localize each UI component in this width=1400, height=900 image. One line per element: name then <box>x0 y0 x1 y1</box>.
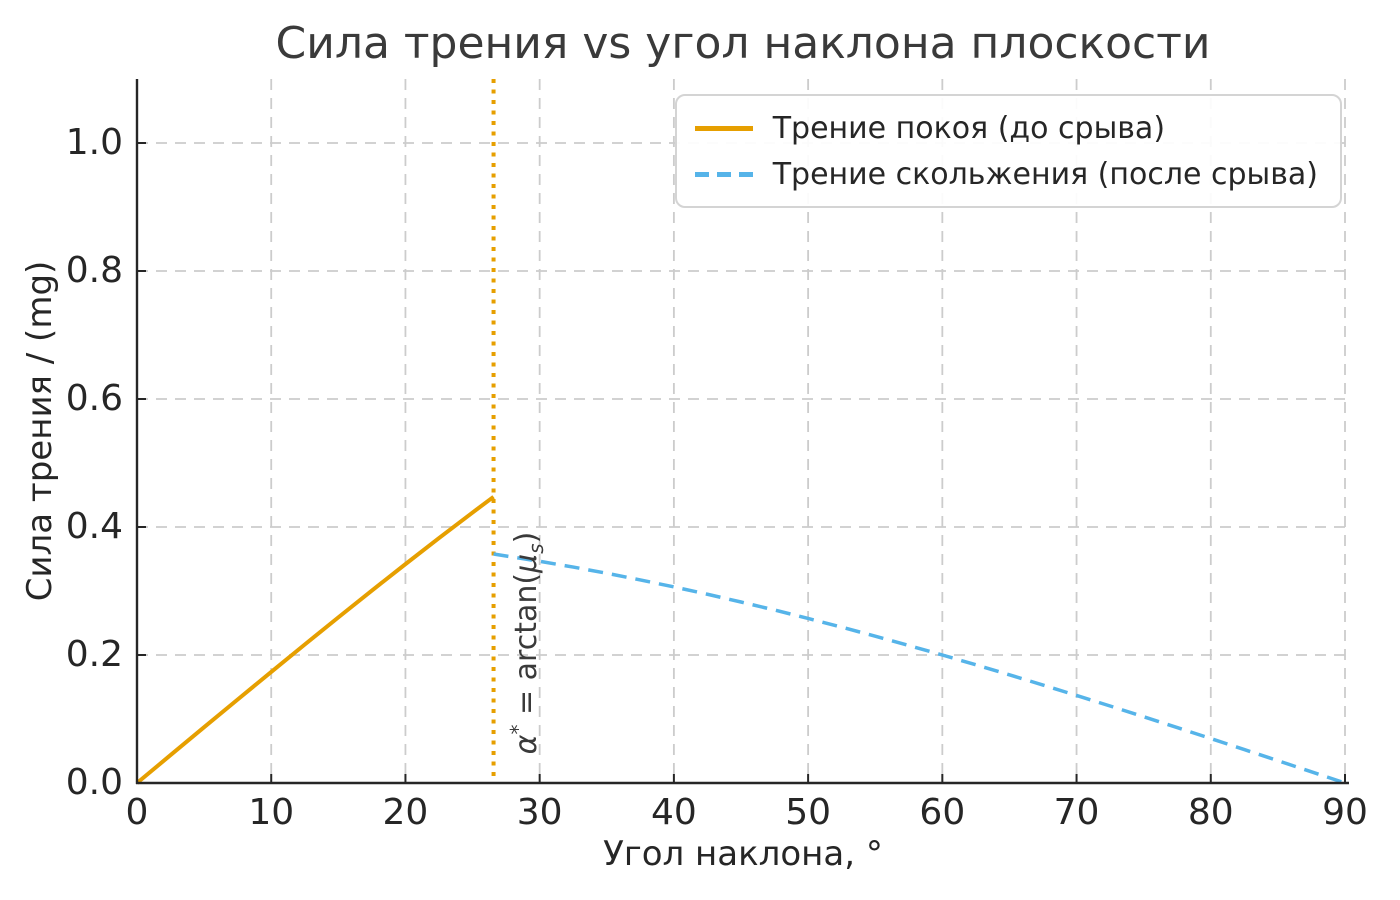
x-tick-label: 0 <box>125 792 149 833</box>
x-tick-label: 30 <box>516 792 563 833</box>
legend-label-kinetic: Трение скольжения (после срыва) <box>772 156 1318 192</box>
y-tick-label: 0.8 <box>65 250 123 291</box>
chart-title: Сила трения vs угол наклона плоскости <box>275 18 1211 69</box>
y-tick-label: 0.0 <box>65 762 123 803</box>
x-tick-label: 50 <box>785 792 832 833</box>
annotation-segment: ) <box>509 531 544 544</box>
x-tick-label: 20 <box>382 792 429 833</box>
x-tick-label: 60 <box>919 792 966 833</box>
y-tick-label: 0.4 <box>65 506 123 547</box>
legend-label-static: Трение покоя (до срыва) <box>772 110 1166 146</box>
annotation-segment: = arctan( <box>509 572 544 725</box>
y-tick-label: 1.0 <box>65 122 123 163</box>
annotation-segment: s <box>524 543 548 554</box>
kinetic-friction-line-swatch <box>694 171 753 177</box>
x-tick-label: 10 <box>248 792 295 833</box>
x-tick-label: 70 <box>1053 792 1100 833</box>
y-tick-label: 0.6 <box>65 378 123 419</box>
legend-item-kinetic: Трение скольжения (после срыва) <box>694 155 1318 193</box>
legend-item-static: Трение покоя (до срыва) <box>694 109 1318 147</box>
x-tick-label: 80 <box>1187 792 1234 833</box>
x-tick-label: 90 <box>1322 792 1368 833</box>
critical-angle-annotation: α* = arctan(μs) <box>506 532 548 755</box>
kinetic-friction-line <box>493 552 1346 785</box>
legend: Трение покоя (до срыва) Трение скольжени… <box>674 94 1342 208</box>
y-tick-label: 0.2 <box>65 634 123 675</box>
x-tick-label: 40 <box>650 792 697 833</box>
annotation-segment: * <box>506 724 530 735</box>
x-axis-label: Угол наклона, ° <box>603 834 883 874</box>
annotation-segment: μ <box>509 553 544 573</box>
static-friction-line <box>135 495 495 785</box>
y-axis-label: Сила трения / (mg) <box>20 260 60 602</box>
annotation-segment: α <box>509 734 544 755</box>
static-friction-line-swatch <box>694 125 753 131</box>
